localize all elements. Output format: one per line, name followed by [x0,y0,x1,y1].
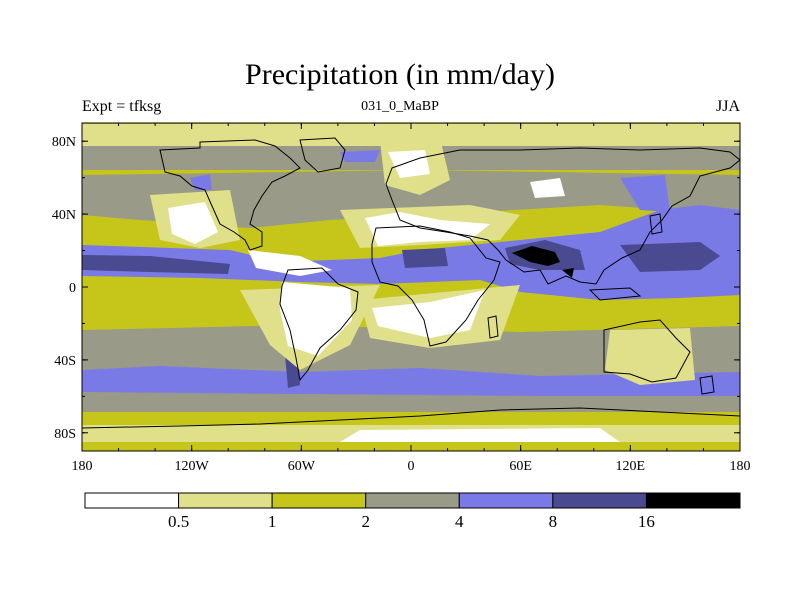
colorbar: 0.5 1 2 4 8 16 [84,492,741,531]
season-label: JJA [715,98,740,115]
coast-nz [699,375,715,395]
fill-safrica-white [372,290,485,338]
fill-midlat-gray [82,170,740,228]
time-label: 031_0_MaBP [361,99,439,114]
fill-australia-light [605,328,695,385]
fill-monsoon-black [512,246,560,266]
colorbar-label: 16 [638,512,655,531]
coast-africa [371,225,501,347]
fill-northern-blue [340,150,380,162]
colorbar-label: 1 [268,512,277,531]
coast-south-america [279,267,359,382]
colorbar-swatch [84,492,180,509]
colorbar-swatch [365,492,460,509]
fill-sa-white [280,282,352,356]
colorbar-swatch [178,492,273,509]
x-tick-label: 0 [408,459,415,474]
fill-africa-dark [402,248,448,268]
fill-wpacific-dark [620,242,720,272]
colorbar-label: 2 [361,512,370,531]
fill-pacific-dark [82,255,230,274]
y-tick-label: 80N [52,135,76,150]
map-fill-layer [82,123,740,451]
experiment-label: Expt = tfksg [82,98,162,115]
colorbar-swatch [271,492,367,509]
colorbar-label: 4 [455,512,464,531]
colorbar-label: 8 [549,512,558,531]
coast-greenland [299,137,346,173]
fill-arctic-white [388,150,430,178]
colorbar-label: 0.5 [168,512,189,531]
fill-south-blue [82,366,740,396]
fill-antarctic-white [340,428,620,442]
x-tick-label: 180 [72,459,93,474]
fill-monsoon-black-2 [562,268,574,278]
coast-antarctica [82,407,740,429]
x-tick-label: 60W [288,459,316,474]
axes: 180 120W 60W 0 60E 120E 180 80N 40N 0 40S 80S [52,123,751,474]
coast-japan [649,213,663,235]
coastlines [82,137,740,429]
x-tick-label: 120E [616,459,646,474]
colorbar-swatch [552,492,647,509]
fill-na-desert-white [168,202,218,244]
fill-siberia-blue [620,175,670,212]
coast-madagascar [487,315,499,339]
colorbar-swatch [645,492,741,509]
coast-indonesia [588,287,642,301]
y-tick-label: 40S [54,354,76,369]
coast-australia [603,319,691,383]
y-tick-label: 0 [69,281,76,296]
fill-mexico-white [248,250,332,276]
fill-aleutian-blue [190,174,212,190]
x-tick-label: 120W [175,459,210,474]
chart-title: Precipitation (in mm/day) [245,58,555,91]
y-tick-label: 40N [52,208,76,223]
x-tick-label: 60E [509,459,532,474]
fill-asia-white [530,178,565,198]
colorbar-swatch [458,492,554,509]
y-tick-label: 80S [54,427,76,442]
x-tick-label: 180 [730,459,751,474]
coast-north-america [159,139,301,251]
